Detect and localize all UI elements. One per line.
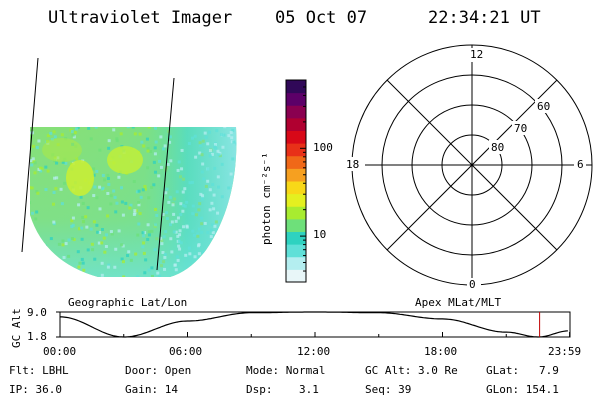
colorbar-segment [286, 143, 306, 157]
colorbar-frame [285, 79, 307, 283]
colorbar-segment [286, 218, 306, 232]
altitude-strip [56, 311, 571, 338]
longitude-line-left [21, 57, 39, 253]
colorbar-segment [286, 231, 306, 245]
polar-label-lat-80: 80 [491, 141, 505, 154]
colorbar-tick-10: 10 [313, 228, 327, 241]
apex-caption: Apex MLat/MLT [415, 296, 502, 309]
info-door: Door: Open [125, 364, 192, 377]
altitude-xtick-1200: 12:00 [297, 345, 331, 358]
polar-label-mlt-6: 6 [577, 158, 584, 171]
info-gc-alt: GC Alt: 3.0 Re [365, 364, 458, 377]
info-mode: Mode: Normal [246, 364, 326, 377]
observation-date: 05 Oct 07 [275, 8, 368, 28]
colorbar-segment [286, 269, 306, 283]
colorbar-segment [286, 105, 306, 119]
altitude-series-line [60, 311, 568, 338]
uv-image-panel [21, 57, 237, 277]
polar-diagonal-2 [386, 79, 558, 251]
altitude-ytick-max: 9.0 [27, 306, 47, 319]
colorbar-segment [286, 80, 306, 94]
info-glon: GLon: 154.1 [486, 383, 559, 396]
altitude-xtick-2359: 23:59 [548, 345, 582, 358]
colorbar-segment [286, 117, 306, 131]
colorbar-segment [286, 130, 306, 144]
altitude-ylabel: GC Alt [10, 308, 23, 348]
info-ip: IP: 36.0 [9, 383, 62, 396]
info-seq: Seq: 39 [365, 383, 412, 396]
colorbar-segment [286, 168, 306, 182]
altitude-xtick-0000: 00:00 [43, 345, 77, 358]
colorbar [285, 79, 307, 283]
polar-label-mlt-18: 18 [346, 158, 360, 171]
polar-plot [345, 44, 593, 291]
info-gain: Gain: 14 [125, 383, 178, 396]
geographic-caption: Geographic Lat/Lon [68, 296, 188, 309]
info-dsp: Dsp: 3.1 [246, 383, 319, 396]
altitude-xtick-1800: 18:00 [424, 345, 458, 358]
instrument-title: Ultraviolet Imager [48, 8, 233, 28]
colorbar-segment [286, 206, 306, 220]
observation-time: 22:34:21 UT [428, 8, 541, 28]
polar-label-lat-60: 60 [537, 100, 551, 113]
polar-label-lat-70: 70 [514, 122, 528, 135]
altitude-xtick-0600: 06:00 [169, 345, 203, 358]
polar-label-mlt-12: 12 [470, 48, 484, 61]
polar-label-mlt-0: 0 [469, 278, 476, 291]
longitude-line-right [156, 77, 175, 271]
colorbar-segment [286, 244, 306, 258]
colorbar-unit-label: photon cm⁻²s⁻¹ [260, 152, 273, 245]
colorbar-segment [286, 92, 306, 106]
colorbar-segment [286, 155, 306, 169]
colorbar-segment [286, 181, 306, 195]
colorbar-tick-100: 100 [313, 141, 333, 154]
altitude-ytick-min: 1.8 [27, 330, 47, 343]
colorbar-segment [286, 256, 306, 270]
colorbar-segment [286, 193, 306, 207]
info-filter: Flt: LBHL [9, 364, 69, 377]
info-glat: GLat: 7.9 [486, 364, 559, 377]
